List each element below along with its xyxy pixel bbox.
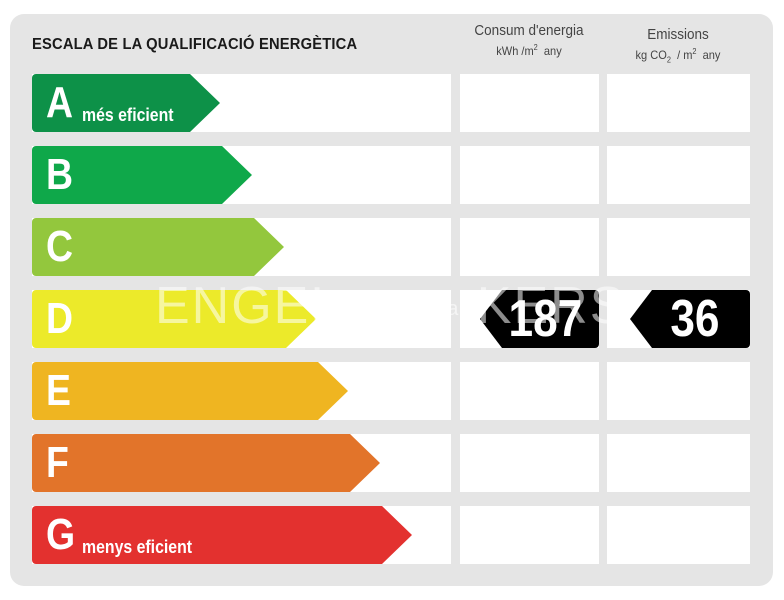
consumption-badge-value: 187 [508, 290, 583, 348]
emissions-badge: 36 [630, 290, 750, 348]
emissions-badge-value: 36 [670, 290, 720, 348]
scale-title: ESCALA DE LA QUALIFICACIÓ ENERGÈTICA [32, 36, 358, 53]
rating-letter: A [46, 78, 74, 127]
emissions-cell-e [607, 362, 750, 420]
consumption-cell-c [460, 218, 599, 276]
rating-arrow-f: F [32, 434, 380, 492]
rating-label: més eficient [82, 105, 174, 125]
consumption-cell-g [460, 506, 599, 564]
rating-letter: C [46, 222, 74, 271]
rating-label: menys eficient [82, 537, 193, 557]
emissions-cell-a [607, 74, 750, 132]
emissions-title: Emissions [647, 26, 709, 43]
emissions-cell-c [607, 218, 750, 276]
rating-arrow-b: B [32, 146, 252, 204]
consumption-cell-b [460, 146, 599, 204]
emissions-cell-g [607, 506, 750, 564]
emissions-unit: kg CO2 / m2 any [635, 47, 721, 65]
rating-arrow-c: C [32, 218, 284, 276]
watermark: ENGEL habitaclia KERS [155, 277, 627, 335]
rating-letter: F [46, 438, 69, 487]
rating-arrow-e: E [32, 362, 348, 420]
rating-arrow-d: D [32, 290, 316, 348]
consumption-cell-e [460, 362, 599, 420]
emissions-cell-b [607, 146, 750, 204]
rating-letter: E [46, 366, 71, 415]
consumption-badge: 187 [480, 290, 599, 348]
rating-letter: B [46, 150, 74, 199]
emissions-header: Emissions kg CO2 / m2 any [606, 26, 750, 64]
consumption-title: Consum d'energia [474, 22, 584, 39]
emissions-cell-f [607, 434, 750, 492]
consumption-header: Consum d'energia kWh /m2 any [458, 22, 600, 58]
consumption-cell-a [460, 74, 599, 132]
consumption-cell-f [460, 434, 599, 492]
rating-letter: D [46, 294, 74, 343]
consumption-unit: kWh /m2 any [496, 43, 562, 58]
rating-letter: G [46, 510, 76, 559]
